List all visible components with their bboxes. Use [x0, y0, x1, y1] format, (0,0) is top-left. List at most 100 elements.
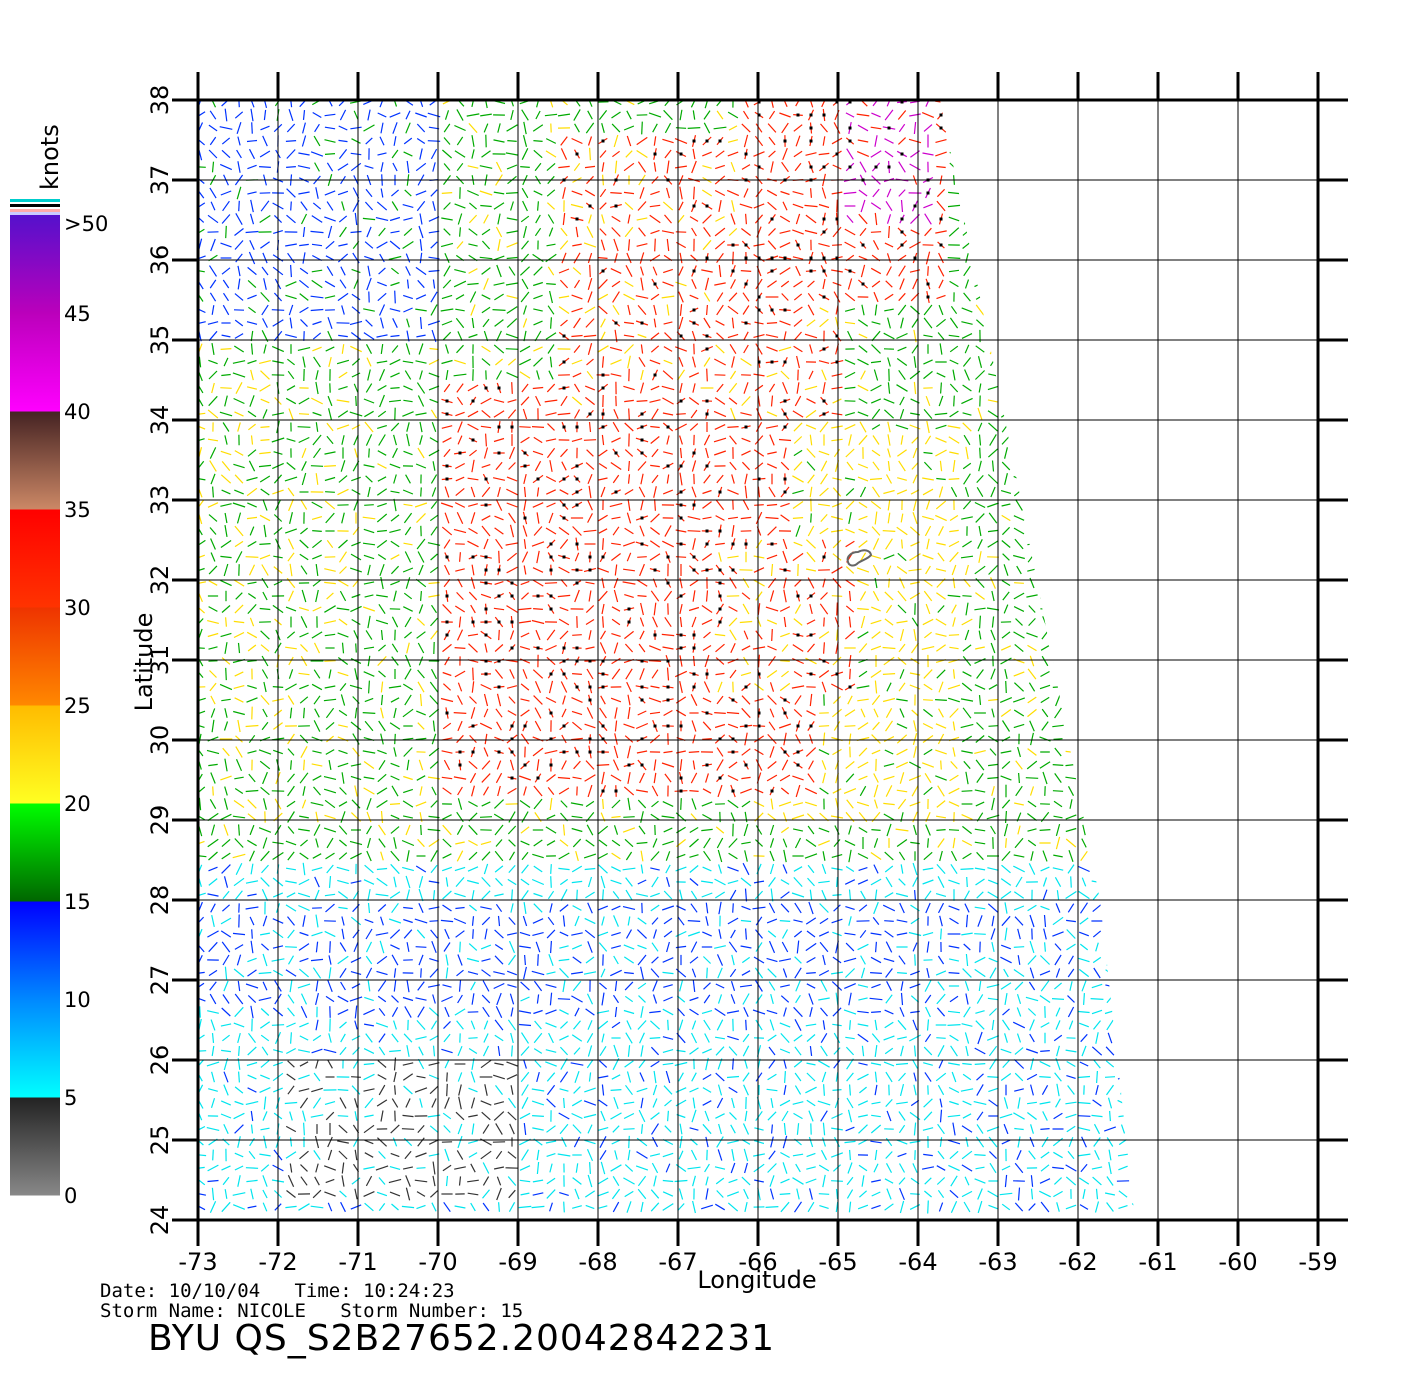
- rain-flag-marker: [783, 490, 787, 494]
- wind-vector: [313, 642, 321, 654]
- wind-vector: [1005, 680, 1007, 694]
- wind-vector: [922, 879, 934, 885]
- rain-flag-marker: [653, 724, 657, 728]
- wind-vector: [249, 100, 255, 108]
- wind-vector: [337, 879, 349, 885]
- wind-vector: [662, 905, 674, 911]
- wind-vector: [612, 759, 620, 771]
- wind-vector: [479, 165, 493, 169]
- wind-vector: [1041, 344, 1049, 354]
- rain-flag-marker: [575, 490, 579, 494]
- wind-vector: [444, 512, 450, 524]
- wind-vector: [1043, 278, 1047, 290]
- wind-vector: [693, 186, 695, 200]
- wind-vector: [481, 890, 491, 900]
- wind-vector: [649, 734, 661, 744]
- wind-vector: [1104, 789, 1116, 793]
- wind-vector: [364, 864, 374, 874]
- wind-vector: [884, 308, 894, 312]
- wind-vector: [198, 278, 204, 290]
- wind-vector: [596, 764, 610, 766]
- wind-vector: [377, 502, 387, 508]
- wind-vector: [456, 344, 464, 354]
- wind-vector: [714, 358, 726, 366]
- wind-vector: [300, 655, 308, 667]
- wind-vector: [288, 498, 294, 512]
- wind-vector: [793, 293, 803, 301]
- wind-vector: [405, 577, 411, 589]
- wind-vector: [536, 370, 540, 380]
- wind-vector: [745, 213, 747, 225]
- wind-vector: [496, 693, 502, 707]
- wind-vector: [1016, 422, 1022, 432]
- wind-vector: [366, 811, 372, 823]
- wind-vector: [363, 581, 375, 585]
- wind-vector: [765, 334, 779, 338]
- wind-vector: [939, 343, 943, 355]
- wind-vector: [302, 356, 306, 368]
- wind-vector: [198, 724, 205, 728]
- rain-flag-marker: [575, 217, 579, 221]
- wind-vector: [220, 503, 232, 507]
- wind-vector: [198, 854, 207, 858]
- wind-vector: [663, 346, 673, 352]
- wind-vector: [1027, 668, 1037, 680]
- wind-vector: [1012, 282, 1026, 286]
- wind-vector: [587, 278, 593, 290]
- wind-vector: [363, 671, 375, 677]
- wind-vector: [1054, 345, 1062, 353]
- wind-vector: [416, 137, 426, 145]
- wind-vector: [858, 333, 868, 339]
- wind-vector: [338, 149, 348, 159]
- wind-vector: [533, 785, 543, 797]
- wind-vector: [340, 460, 346, 472]
- wind-vector: [536, 512, 540, 524]
- wind-vector: [988, 189, 998, 197]
- wind-vector: [456, 162, 464, 172]
- wind-vector: [338, 724, 348, 728]
- wind-vector: [640, 344, 644, 354]
- wind-vector: [573, 409, 581, 419]
- wind-vector: [286, 462, 296, 470]
- wind-vector: [1001, 760, 1011, 770]
- wind-vector: [896, 384, 908, 392]
- wind-vector: [337, 579, 349, 587]
- wind-vector: [897, 656, 907, 666]
- wind-vector: [338, 125, 348, 131]
- wind-vector: [429, 920, 439, 922]
- wind-vector: [337, 671, 349, 677]
- wind-vector: [522, 915, 528, 927]
- wind-vector: [1121, 161, 1125, 173]
- wind-vector: [809, 486, 813, 498]
- wind-vector: [1055, 836, 1061, 850]
- wind-vector: [520, 878, 530, 886]
- wind-vector: [1042, 616, 1048, 628]
- rain-flag-marker: [848, 165, 852, 169]
- wind-vector: [833, 904, 841, 912]
- wind-vector: [640, 602, 644, 616]
- rain-flag-marker: [692, 451, 696, 455]
- wind-vector: [716, 100, 724, 107]
- wind-vector: [962, 422, 972, 432]
- rain-flag-marker: [588, 659, 592, 663]
- rain-flag-marker: [822, 399, 826, 403]
- wind-vector: [380, 630, 384, 640]
- wind-vector: [235, 758, 243, 772]
- wind-vector: [823, 617, 825, 627]
- rain-flag-marker: [692, 672, 696, 676]
- wind-vector: [442, 722, 452, 730]
- wind-vector: [705, 773, 709, 783]
- wind-vector: [884, 109, 894, 121]
- wind-vector: [583, 334, 597, 338]
- wind-vector: [975, 878, 985, 886]
- wind-vector: [1027, 644, 1037, 652]
- wind-vector: [871, 829, 881, 831]
- wind-vector: [793, 618, 803, 626]
- wind-vector: [1078, 280, 1090, 288]
- wind-vector: [977, 422, 983, 432]
- wind-vector: [687, 127, 701, 129]
- wind-vector: [315, 187, 319, 199]
- wind-vector: [377, 112, 387, 118]
- wind-vector: [809, 434, 813, 446]
- wind-vector: [988, 373, 998, 377]
